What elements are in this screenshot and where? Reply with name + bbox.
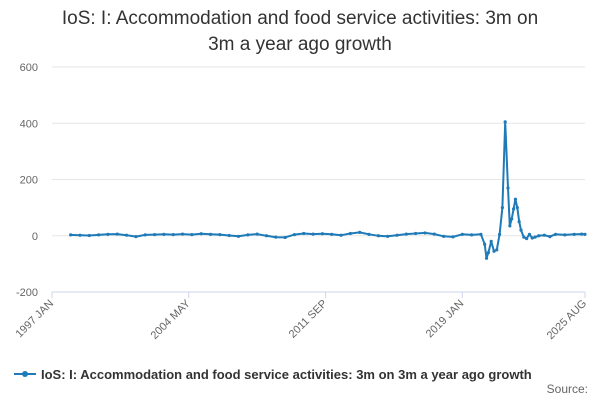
- x-tick-label: 2011 SEP: [287, 298, 330, 341]
- data-point[interactable]: [302, 231, 306, 236]
- data-point[interactable]: [180, 232, 185, 236]
- series-line: [70, 120, 586, 260]
- data-point[interactable]: [563, 233, 567, 237]
- legend[interactable]: IoS: I: Accommodation and food service a…: [14, 365, 532, 383]
- data-point[interactable]: [208, 232, 213, 236]
- data-point[interactable]: [320, 232, 325, 236]
- data-point[interactable]: [500, 206, 504, 210]
- data-point[interactable]: [115, 232, 119, 236]
- data-point[interactable]: [542, 233, 546, 237]
- data-point[interactable]: [525, 236, 529, 241]
- data-point[interactable]: [292, 233, 297, 237]
- data-point[interactable]: [143, 233, 147, 237]
- data-point[interactable]: [486, 251, 490, 255]
- data-point[interactable]: [246, 233, 250, 237]
- data-point[interactable]: [527, 232, 532, 236]
- data-point[interactable]: [162, 232, 166, 236]
- data-point[interactable]: [152, 233, 157, 237]
- data-point[interactable]: [506, 186, 510, 190]
- legend-swatch-icon: [14, 367, 36, 381]
- y-tick-label: 0: [32, 231, 38, 243]
- data-point[interactable]: [386, 234, 390, 238]
- gridlines: [52, 66, 585, 293]
- x-tick-label: 1997 JAN: [13, 298, 56, 341]
- data-point[interactable]: [533, 235, 537, 239]
- data-point[interactable]: [395, 233, 399, 237]
- data-point[interactable]: [348, 231, 352, 236]
- data-point[interactable]: [451, 235, 455, 239]
- data-point[interactable]: [572, 232, 576, 236]
- data-point[interactable]: [470, 233, 474, 237]
- data-point[interactable]: [580, 232, 584, 236]
- data-point[interactable]: [134, 234, 138, 239]
- data-point[interactable]: [124, 233, 129, 237]
- data-point[interactable]: [442, 234, 446, 238]
- data-point[interactable]: [484, 256, 489, 260]
- data-point[interactable]: [236, 234, 241, 238]
- data-point[interactable]: [69, 233, 73, 237]
- data-point[interactable]: [106, 232, 110, 236]
- data-point[interactable]: [548, 234, 552, 239]
- data-point[interactable]: [553, 232, 558, 236]
- data-point[interactable]: [479, 232, 483, 236]
- data-point[interactable]: [508, 224, 512, 228]
- data-point[interactable]: [414, 231, 418, 236]
- data-point[interactable]: [199, 232, 203, 236]
- x-tick-label: 2004 MAY: [149, 297, 194, 342]
- data-point[interactable]: [367, 232, 371, 236]
- data-point[interactable]: [218, 233, 222, 237]
- data-point[interactable]: [358, 230, 362, 234]
- data-point[interactable]: [511, 207, 516, 211]
- data-point[interactable]: [513, 197, 518, 201]
- data-point[interactable]: [530, 236, 534, 240]
- data-point[interactable]: [497, 232, 502, 236]
- data-point[interactable]: [583, 232, 587, 236]
- data-point[interactable]: [460, 232, 464, 236]
- data-point[interactable]: [274, 235, 278, 239]
- chart-title-line-1: IoS: I: Accommodation and food service a…: [61, 8, 539, 29]
- data-point[interactable]: [495, 248, 499, 252]
- x-tick-label: 2025 AUG: [545, 298, 589, 342]
- series-layer: [69, 120, 587, 260]
- data-point[interactable]: [283, 235, 287, 240]
- chart-title: IoS: I: Accommodation and food service a…: [40, 6, 560, 58]
- legend-label: IoS: I: Accommodation and food service a…: [41, 366, 532, 382]
- chart-title-line-2: 3m a year ago growth: [208, 34, 392, 55]
- data-point[interactable]: [492, 249, 496, 253]
- data-point[interactable]: [510, 217, 514, 221]
- x-tick-label: 2019 JAN: [424, 298, 467, 341]
- data-point[interactable]: [330, 232, 334, 236]
- data-point[interactable]: [423, 231, 427, 235]
- y-tick-label: -200: [16, 287, 38, 299]
- source-label: Source:: [546, 382, 588, 396]
- data-point[interactable]: [311, 232, 315, 236]
- data-point[interactable]: [522, 235, 526, 239]
- y-tick-label: 200: [20, 175, 38, 187]
- data-point[interactable]: [339, 233, 343, 237]
- data-point[interactable]: [255, 232, 259, 236]
- data-point[interactable]: [432, 232, 436, 236]
- data-point[interactable]: [190, 233, 194, 237]
- data-point[interactable]: [264, 234, 269, 238]
- data-point[interactable]: [404, 232, 408, 236]
- data-point[interactable]: [489, 239, 493, 243]
- data-point[interactable]: [171, 233, 175, 237]
- data-point[interactable]: [503, 120, 507, 124]
- data-point[interactable]: [515, 206, 519, 210]
- data-point[interactable]: [87, 233, 91, 238]
- data-point[interactable]: [97, 233, 101, 237]
- data-point[interactable]: [517, 220, 521, 224]
- data-point[interactable]: [483, 242, 487, 246]
- data-point[interactable]: [78, 233, 82, 237]
- data-point[interactable]: [376, 234, 380, 238]
- data-point[interactable]: [227, 233, 231, 238]
- y-tick-label: 400: [20, 118, 38, 130]
- y-tick-label: 600: [20, 62, 38, 74]
- data-point[interactable]: [537, 234, 541, 238]
- data-point[interactable]: [519, 228, 523, 232]
